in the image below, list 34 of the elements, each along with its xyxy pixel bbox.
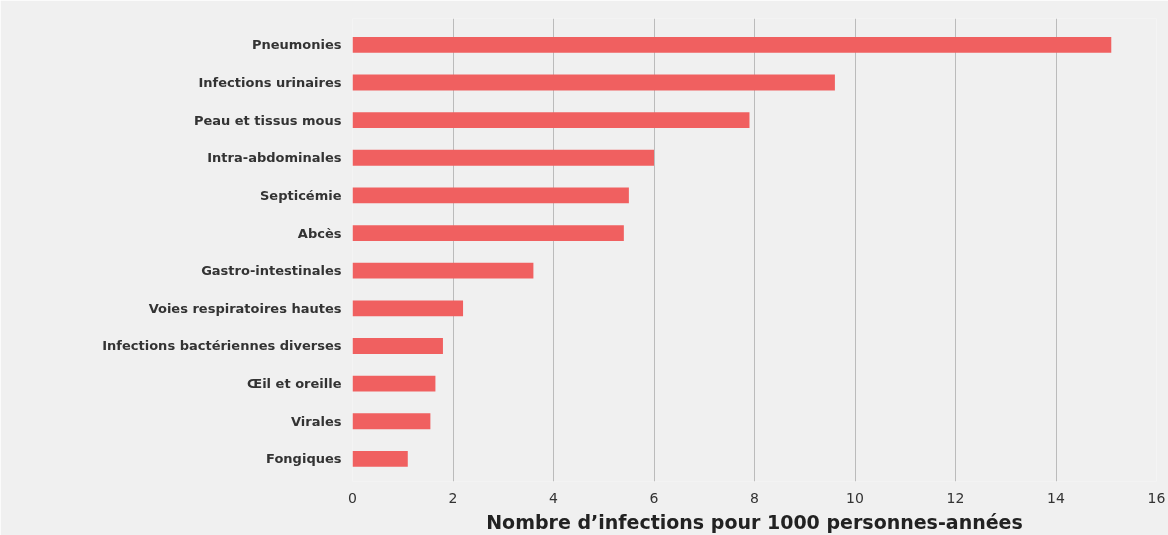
y-tick-label: Abcès	[297, 225, 342, 241]
bar	[352, 74, 835, 91]
x-tick-label: 0	[348, 489, 357, 506]
y-tick-label: Pneumonies	[251, 37, 342, 53]
bar	[352, 36, 1112, 53]
y-tick-label: Septicémie	[260, 187, 342, 203]
y-tick-label: Infections urinaires	[198, 74, 342, 90]
bar	[352, 300, 464, 317]
x-tick-label: 16	[1147, 489, 1166, 506]
y-tick-label: Gastro-intestinales	[201, 263, 342, 279]
bar	[352, 149, 654, 166]
bar	[352, 262, 534, 279]
bar	[352, 187, 629, 204]
x-tick-label: 8	[750, 489, 759, 506]
bar	[352, 112, 750, 129]
bar	[352, 375, 436, 392]
y-tick-label: Peau et tissus mous	[193, 112, 342, 128]
x-axis-title: Nombre d’infections pour 1000 personnes-années	[486, 510, 1023, 533]
y-tick-label: Infections bactériennes diverses	[102, 338, 342, 354]
x-tick-label: 12	[946, 489, 965, 506]
bar	[352, 451, 408, 467]
x-tick-label: 14	[1047, 489, 1065, 506]
x-tick-label: 4	[549, 489, 559, 506]
y-tick-label: Voies respiratoires hautes	[148, 300, 342, 316]
x-tick-label: 10	[846, 489, 864, 506]
y-tick-label: Intra-abdominales	[207, 150, 342, 166]
y-tick-label: Œil et oreille	[246, 376, 342, 392]
x-tick-label: 2	[448, 489, 458, 506]
bar	[352, 338, 443, 354]
bar	[352, 225, 624, 241]
bar	[352, 413, 431, 430]
x-tick-label: 6	[649, 489, 659, 506]
y-tick-label: Fongiques	[266, 451, 342, 467]
y-tick-label: Virales	[291, 413, 342, 429]
